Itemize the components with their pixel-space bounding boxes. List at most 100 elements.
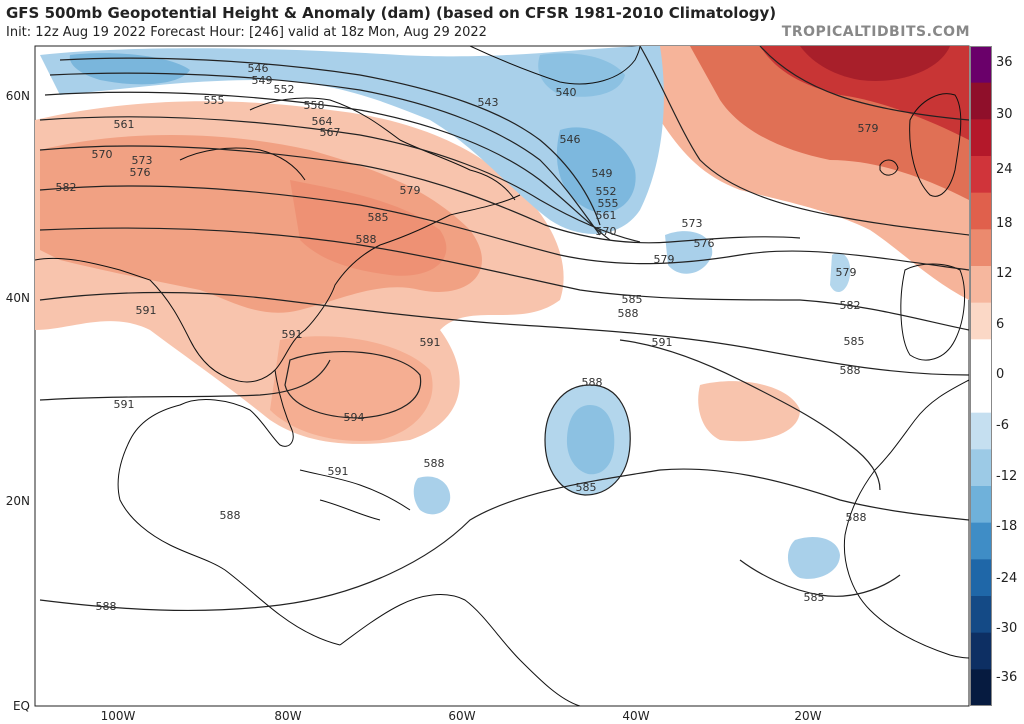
positive-anomaly-mid-atlantic [698, 381, 800, 442]
contour-label: 585 [844, 335, 865, 348]
negative-anomaly-cape-verde [787, 536, 840, 579]
contour-label: 564 [312, 115, 333, 128]
contour-label: 591 [420, 336, 441, 349]
negative-anomaly-hudson [69, 53, 190, 85]
contour-label: 579 [858, 122, 879, 135]
contour-label: 552 [596, 185, 617, 198]
brand-watermark: TROPICALTIDBITS.COM [781, 24, 970, 40]
negative-anomaly-trough-core [556, 127, 636, 213]
contour-label: 561 [596, 209, 617, 222]
contour-label: 591 [328, 465, 349, 478]
colorbar-band [970, 119, 992, 157]
colorbar-band [970, 449, 992, 487]
colorbar-band [970, 266, 992, 304]
colorbar-band [970, 522, 992, 560]
contour-label: 546 [248, 62, 269, 75]
colorbar-band [970, 486, 992, 524]
negative-anomaly-greenland [538, 53, 625, 97]
colorbar-band [970, 46, 992, 84]
contour-label: 543 [478, 96, 499, 109]
contour-label: 588 [96, 600, 117, 613]
colorbar-band [970, 229, 992, 267]
positive-anomaly-south [270, 336, 433, 441]
colorbar-label: 24 [996, 162, 1013, 177]
contour-label: 585 [576, 481, 597, 494]
contour-label: 588 [846, 511, 867, 524]
colorbar-label: 12 [996, 266, 1013, 281]
lon-label: 100W [101, 709, 136, 723]
colorbar-band [970, 632, 992, 670]
colorbar-band [970, 376, 992, 414]
colorbar-label: -6 [996, 418, 1009, 433]
height-contours [39, 46, 969, 612]
anomaly-colorbar [970, 46, 992, 706]
contour-label: 570 [596, 225, 617, 238]
contour-label: 591 [114, 398, 135, 411]
lon-label: 40W [622, 709, 649, 723]
contour-label: 591 [652, 336, 673, 349]
contour-label: 570 [92, 148, 113, 161]
contour-label: 552 [274, 83, 295, 96]
contour-label: 588 [356, 233, 377, 246]
colorbar-band [970, 192, 992, 230]
contour-label: 573 [132, 154, 153, 167]
contour-label: 576 [130, 166, 151, 179]
colorbar-band [970, 82, 992, 120]
colorbar-label: 36 [996, 55, 1013, 70]
contour-label: 594 [344, 411, 365, 424]
contour-label: 579 [836, 266, 857, 279]
contour-label: 582 [56, 181, 77, 194]
colorbar-band [970, 302, 992, 340]
map-subtitle: Init: 12z Aug 19 2022 Forecast Hour: [24… [6, 25, 487, 40]
contour-label: 591 [282, 328, 303, 341]
contour-label: 549 [592, 167, 613, 180]
contour-label: 585 [804, 591, 825, 604]
colorbar-label: 0 [996, 367, 1005, 382]
contour-label: 588 [840, 364, 861, 377]
contour-label: 579 [654, 253, 675, 266]
colorbar-label: -30 [996, 621, 1018, 636]
lon-label: 20W [794, 709, 821, 723]
contour-label: 549 [252, 74, 273, 87]
contour-label: 546 [560, 133, 581, 146]
lon-label: 60W [448, 709, 475, 723]
contour-label: 588 [618, 307, 639, 320]
contour-label: 540 [556, 86, 577, 99]
colorbar-label: 30 [996, 107, 1013, 122]
colorbar-band [970, 156, 992, 194]
lat-label: 60N [6, 89, 30, 103]
colorbar-border [970, 46, 992, 706]
colorbar-band [970, 596, 992, 634]
positive-anomaly-core-east-3 [800, 46, 950, 81]
colorbar-band [970, 669, 992, 706]
contour-label: 582 [840, 299, 861, 312]
lat-label: EQ [13, 699, 30, 713]
colorbar-label: 18 [996, 216, 1013, 231]
contour-label: 588 [220, 509, 241, 522]
map-title: GFS 500mb Geopotential Height & Anomaly … [6, 4, 777, 22]
contour-label: 579 [400, 184, 421, 197]
colorbar-label: -24 [996, 571, 1018, 586]
contour-label: 591 [136, 304, 157, 317]
contour-labels: 546 549 552 555 558 561 564 567 570 573 … [56, 62, 879, 613]
contour-label: 555 [204, 94, 225, 107]
colorbar-label: 6 [996, 317, 1005, 332]
lon-label: 80W [274, 709, 301, 723]
positive-anomaly-core-2 [290, 180, 447, 276]
lat-label: 40N [6, 291, 30, 305]
contour-label: 567 [320, 126, 341, 139]
contour-label: 555 [598, 197, 619, 210]
lon-axis-labels: 100W 80W 60W 40W 20W [101, 709, 822, 723]
lat-label: 20N [6, 494, 30, 508]
contour-label: 585 [622, 293, 643, 306]
contour-label: 561 [114, 118, 135, 131]
contour-label: 585 [368, 211, 389, 224]
negative-anomaly-caribbean [413, 476, 451, 515]
negative-anomaly-cutoff-core [566, 405, 615, 475]
lat-axis-labels: 60N 40N 20N EQ [6, 89, 30, 713]
coastlines [35, 46, 969, 706]
contour-label: 573 [682, 217, 703, 230]
colorbar-band [970, 339, 992, 377]
negative-anomaly-trough [40, 46, 664, 234]
